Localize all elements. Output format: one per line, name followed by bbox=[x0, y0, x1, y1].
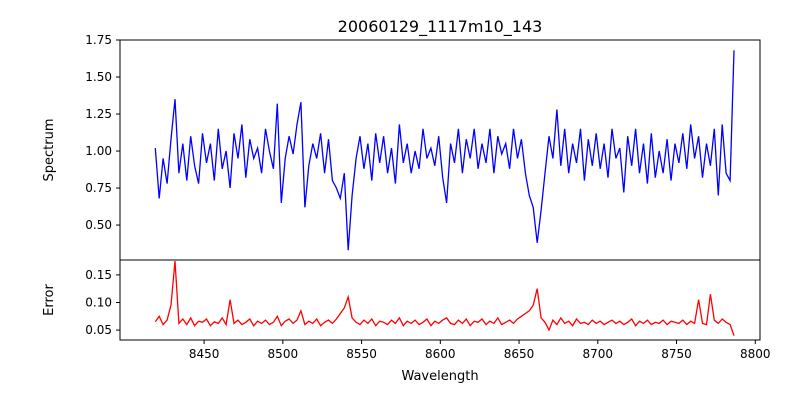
error-ytick-label: 0.05 bbox=[85, 323, 112, 337]
spectrum-ytick-label: 0.50 bbox=[85, 218, 112, 232]
spectrum-axes: 1.75 1.50 1.25 1.00 0.75 0.50 bbox=[85, 33, 761, 261]
x-axis-label: Wavelength bbox=[401, 369, 478, 384]
x-tick-label: 8800 bbox=[740, 347, 771, 361]
x-tick-label: 8650 bbox=[504, 347, 535, 361]
y-axis-label-error: Error bbox=[42, 284, 57, 316]
spectrum-ytick-label: 1.00 bbox=[85, 144, 112, 158]
x-tick-label: 8750 bbox=[661, 347, 692, 361]
error-ytick-label: 0.15 bbox=[85, 268, 112, 282]
x-tick-label: 8600 bbox=[425, 347, 456, 361]
chart-title: 20060129_1117m10_143 bbox=[338, 17, 543, 37]
x-tick-label: 8550 bbox=[346, 347, 377, 361]
x-tick-label: 8450 bbox=[189, 347, 220, 361]
spectrum-ytick-label: 1.75 bbox=[85, 33, 112, 47]
x-tick-label: 8500 bbox=[268, 347, 299, 361]
y-axis-label-spectrum: Spectrum bbox=[42, 119, 57, 182]
error-frame bbox=[119, 259, 761, 341]
error-line bbox=[154, 261, 735, 336]
spectrum-ytick-label: 1.50 bbox=[85, 70, 112, 84]
error-axes: 0.15 0.10 0.05 8450 8500 8550 8600 8650 8700 8750… bbox=[85, 259, 771, 361]
error-ytick-label: 0.10 bbox=[85, 295, 112, 309]
x-tick-label: 8700 bbox=[583, 347, 614, 361]
spectrum-ytick-label: 0.75 bbox=[85, 181, 112, 195]
spectrum-ytick-label: 1.25 bbox=[85, 107, 112, 121]
spectrum-line bbox=[154, 50, 735, 251]
